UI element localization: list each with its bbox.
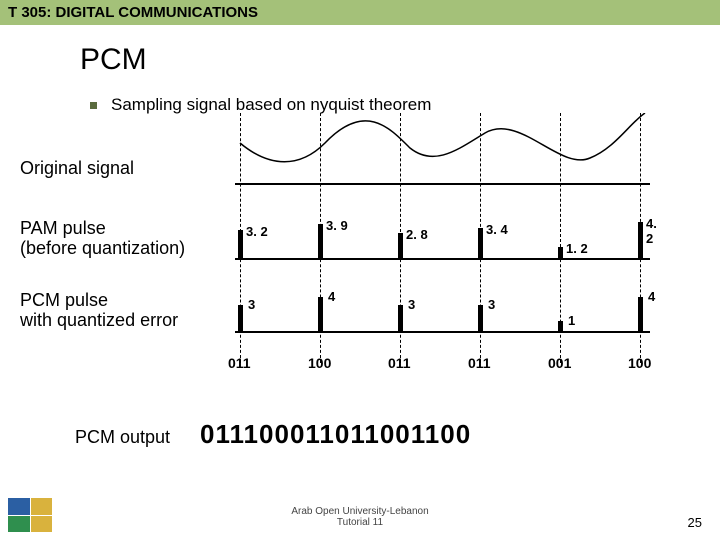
pam-value: 1. 2	[566, 241, 588, 256]
signal-baseline	[235, 183, 650, 185]
pcm-value: 4	[328, 289, 335, 304]
pam-pulse	[478, 228, 483, 258]
pcm-value: 1	[568, 313, 575, 328]
footer: Arab Open University-Lebanon Tutorial 11	[0, 506, 720, 528]
page-number: 25	[688, 515, 702, 530]
bullet-row: Sampling signal based on nyquist theorem	[90, 95, 680, 115]
pam-pulse	[638, 222, 643, 258]
pam-value: 4. 2	[646, 216, 660, 246]
original-signal-curve	[230, 113, 660, 188]
pcm-code: 011	[468, 355, 491, 371]
bullet-text: Sampling signal based on nyquist theorem	[111, 95, 431, 115]
label-original: Original signal	[20, 158, 134, 179]
pcm-pulse	[478, 305, 483, 331]
label-pam-2: (before quantization)	[20, 238, 185, 259]
pcm-code: 011	[228, 355, 251, 371]
label-pam-1: PAM pulse	[20, 218, 106, 239]
chart-zone: 3. 2 3. 9 2. 8 3. 4 1. 2 4. 2 3 4 3 3 1 4 011 100 011 0…	[230, 123, 660, 413]
label-pcm-2: with quantized error	[20, 310, 178, 331]
pcm-value: 3	[248, 297, 255, 312]
label-output: PCM output	[75, 427, 170, 448]
pcm-value: 4	[648, 289, 655, 304]
logo-icon	[8, 498, 52, 532]
pam-baseline	[235, 258, 650, 260]
pam-pulse	[558, 247, 563, 258]
pcm-pulse	[318, 297, 323, 331]
pam-value: 3. 9	[326, 218, 348, 233]
footer-tutorial: Tutorial 11	[337, 517, 383, 528]
pam-pulse	[398, 233, 403, 258]
pcm-value: 3	[488, 297, 495, 312]
pcm-pulse	[238, 305, 243, 331]
label-pcm-1: PCM pulse	[20, 290, 108, 311]
pam-value: 3. 4	[486, 222, 508, 237]
bullet-icon	[90, 102, 97, 109]
pcm-diagram: Original signal PAM pulse (before quanti…	[60, 123, 680, 413]
pcm-baseline	[235, 331, 650, 333]
pcm-output-bits: 011100011011001100	[200, 419, 471, 450]
pcm-code: 100	[628, 355, 651, 371]
footer-org: Arab Open University-Lebanon	[291, 506, 428, 517]
pam-pulse	[238, 230, 243, 258]
pam-value: 2. 8	[406, 227, 428, 242]
pcm-code: 001	[548, 355, 571, 371]
pcm-pulse	[398, 305, 403, 331]
pam-pulse	[318, 224, 323, 258]
slide-content: PCM Sampling signal based on nyquist the…	[0, 25, 720, 450]
course-code: T 305: DIGITAL COMMUNICATIONS	[8, 4, 258, 21]
pcm-pulse	[558, 321, 563, 331]
pcm-pulse	[638, 297, 643, 331]
pcm-value: 3	[408, 297, 415, 312]
page-title: PCM	[80, 43, 680, 77]
pcm-code: 100	[308, 355, 331, 371]
course-header: T 305: DIGITAL COMMUNICATIONS	[0, 0, 720, 25]
pam-value: 3. 2	[246, 224, 268, 239]
pcm-code: 011	[388, 355, 411, 371]
pcm-output-row: PCM output 011100011011001100	[60, 419, 680, 450]
